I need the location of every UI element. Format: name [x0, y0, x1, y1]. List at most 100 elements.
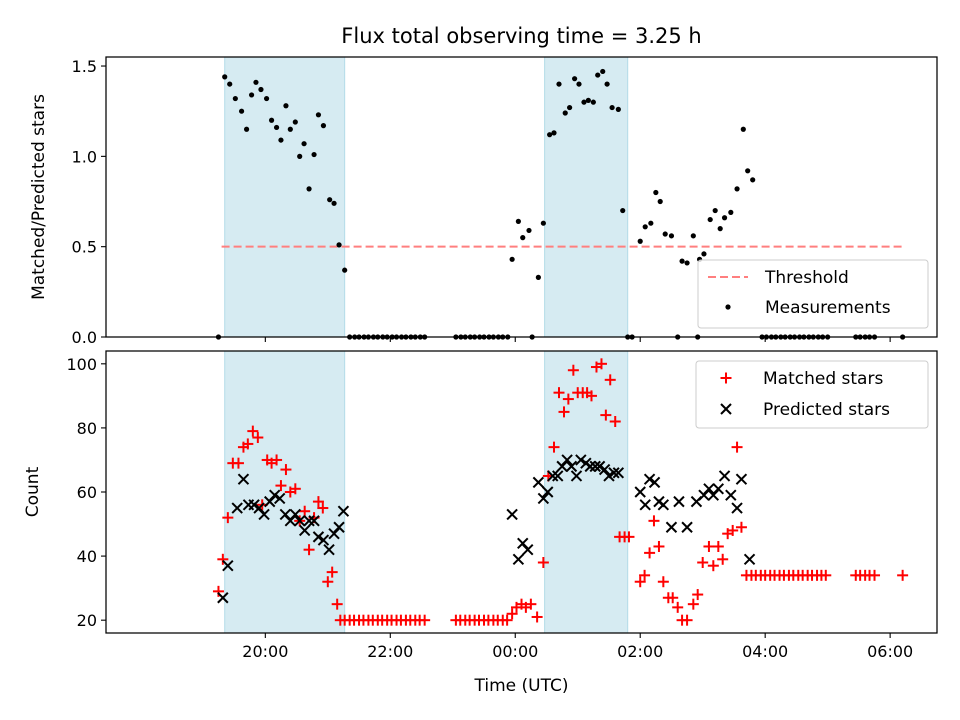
top-y-ticks: 0.0 0.5 1.0 1.5: [72, 57, 106, 347]
measurement-point: [535, 274, 541, 280]
predicted-star-marker: [561, 454, 573, 466]
y-tick-label: 80: [77, 419, 97, 438]
matched-stars-points: [212, 358, 909, 626]
bottom-panel: 20 40 60 80 100 20:00 22:00 00:00 02:00 04:00 06:…: [23, 350, 938, 696]
predicted-star-marker: [333, 521, 345, 533]
predicted-star-marker: [298, 524, 311, 537]
measurement-point: [648, 220, 654, 226]
observing-window-1: [224, 350, 346, 634]
predicted-star-marker: [634, 486, 646, 498]
measurement-point: [728, 209, 734, 215]
predicted-star-marker: [639, 499, 651, 511]
legend-predicted-label: Predicted stars: [763, 400, 890, 420]
predicted-star-marker: [312, 531, 325, 543]
measurement-point: [283, 103, 289, 109]
measurement-point: [684, 260, 690, 266]
measurement-point: [331, 200, 337, 206]
measurement-point: [604, 81, 610, 87]
measurement-point: [232, 95, 238, 102]
measurement-point: [336, 242, 342, 248]
x-tick-label: 04:00: [742, 642, 788, 661]
predicted-star-marker: [253, 502, 265, 514]
legend-matched-swatch: [720, 372, 732, 384]
measurement-point: [540, 220, 546, 226]
x-tick-label: 02:00: [617, 642, 663, 661]
measurement-point: [734, 186, 740, 192]
measurement-point: [750, 177, 756, 183]
measurement-point: [637, 238, 643, 244]
predicted-star-marker: [570, 470, 583, 482]
predicted-star-marker: [584, 460, 596, 473]
measurement-point: [581, 99, 587, 105]
predicted-star-marker: [308, 515, 320, 527]
measurement-point: [615, 106, 621, 112]
predicted-star-marker: [512, 553, 525, 566]
predicted-star-marker: [589, 460, 601, 473]
predicted-star-marker: [317, 534, 330, 546]
predicted-star-marker: [603, 470, 615, 482]
predicted-star-marker: [222, 559, 234, 572]
measurement-point: [320, 123, 327, 129]
measurement-point: [263, 95, 270, 102]
x-tick-label: 20:00: [242, 642, 288, 661]
predicted-star-marker: [279, 508, 292, 521]
predicted-star-marker: [323, 543, 335, 556]
top-y-axis-label: Matched/Predicted stars: [29, 94, 49, 300]
predicted-star-marker: [712, 483, 725, 495]
predicted-star-marker: [237, 473, 250, 485]
measurement-point: [238, 108, 245, 114]
predicted-star-marker: [720, 403, 732, 415]
top-panel: 0.0 0.5 1.0 1.5 Flux total observing time =…: [29, 24, 938, 347]
measurement-point: [243, 126, 250, 132]
predicted-star-marker: [268, 489, 281, 501]
measurement-point: [717, 226, 723, 232]
measurement-point: [292, 119, 298, 125]
observing-window-2: [544, 56, 629, 338]
measurement-point: [576, 81, 582, 87]
measurement-point: [273, 124, 280, 131]
measurement-point: [248, 92, 255, 98]
predicted-star-marker: [725, 489, 737, 501]
top-plot-frame: [105, 56, 938, 338]
predicted-star-marker: [673, 495, 685, 508]
predicted-star-marker: [532, 476, 545, 489]
measurement-point: [679, 258, 685, 264]
predicted-star-marker: [731, 502, 743, 514]
predicted-star-marker: [608, 467, 620, 479]
measurement-point: [287, 126, 293, 132]
y-tick-label: 1.0: [72, 147, 97, 166]
measurement-point: [572, 76, 578, 82]
y-tick-label: 0.5: [72, 238, 97, 257]
predicted-star-marker: [565, 460, 578, 473]
legend-measurements-swatch: [725, 304, 731, 310]
measurement-point: [690, 233, 696, 239]
measurement-point: [297, 153, 303, 159]
measurement-point: [258, 86, 264, 93]
x-tick-label: 22:00: [367, 642, 413, 661]
measurement-point: [222, 74, 228, 80]
predicted-star-marker: [657, 499, 670, 511]
bottom-legend: Matched stars Predicted stars: [695, 360, 929, 429]
measurement-point: [306, 186, 312, 192]
predicted-star-marker: [517, 537, 529, 549]
legend-threshold-label: Threshold: [764, 268, 849, 288]
measurement-point: [301, 141, 307, 147]
predicted-star-marker: [552, 470, 564, 482]
measurement-point: [551, 130, 557, 136]
measurement-point: [662, 231, 668, 237]
x-tick-label: 00:00: [492, 642, 538, 661]
predicted-star-marker: [293, 515, 306, 527]
predicted-star-marker: [612, 467, 625, 479]
predicted-star-marker: [248, 499, 260, 511]
measurement-point: [595, 72, 601, 78]
y-tick-label: 100: [66, 355, 97, 374]
measurement-point: [253, 79, 259, 85]
measurement-point: [590, 99, 596, 105]
measurement-point: [609, 104, 615, 111]
y-tick-label: 1.5: [72, 57, 97, 76]
predicted-star-marker: [681, 521, 693, 533]
bottom-y-ticks: 20 40 60 80 100: [66, 355, 106, 630]
predicted-star-marker: [217, 592, 229, 604]
measurement-point: [600, 68, 606, 75]
